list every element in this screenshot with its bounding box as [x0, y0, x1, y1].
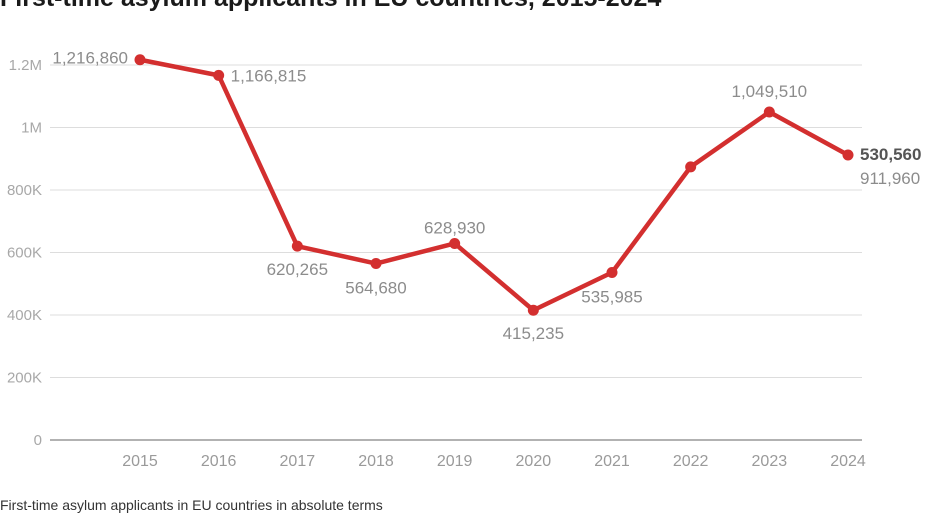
- data-point: [763, 106, 775, 118]
- x-tick-label: 2023: [752, 453, 788, 470]
- data-point: [842, 149, 854, 161]
- x-tick-label: 2019: [437, 453, 473, 470]
- data-label: 911,960: [860, 169, 920, 188]
- x-tick-label: 2021: [594, 453, 630, 470]
- data-label: 1,049,510: [732, 82, 808, 101]
- data-point: [606, 267, 618, 279]
- y-tick-label: 200K: [7, 370, 42, 387]
- data-label: 535,985: [581, 288, 642, 307]
- x-tick-label: 2017: [280, 453, 316, 470]
- data-point: [527, 304, 539, 316]
- x-tick-label: 2015: [122, 453, 158, 470]
- y-tick-label: 400K: [7, 307, 42, 324]
- series-line-path: [137, 57, 851, 313]
- x-tick-label: 2024: [830, 453, 866, 470]
- x-tick-label: 2020: [516, 453, 552, 470]
- data-label: 620,265: [267, 260, 328, 279]
- data-label: 1,166,815: [231, 66, 307, 85]
- data-point: [134, 54, 146, 66]
- data-points: [134, 54, 854, 316]
- x-tick-label: 2022: [673, 453, 709, 470]
- data-label-highlight: 530,560: [860, 145, 921, 164]
- chart-title: First-time asylum applicants in EU count…: [0, 0, 661, 13]
- data-point: [370, 258, 382, 270]
- data-point: [685, 161, 697, 173]
- data-label: 628,930: [424, 218, 485, 237]
- data-point: [291, 240, 303, 252]
- y-tick-label: 1.2M: [9, 57, 42, 74]
- x-tick-label: 2016: [201, 453, 237, 470]
- x-tick-label: 2018: [358, 453, 394, 470]
- y-axis-ticks: 0 200K 400K 600K 800K 1M 1.2M: [7, 57, 42, 449]
- series-line: [137, 57, 851, 313]
- data-labels: 1,216,860 1,166,815 620,265 564,680 628,930 4…: [52, 49, 921, 344]
- y-tick-label: 600K: [7, 245, 42, 262]
- data-label: 415,235: [503, 324, 564, 343]
- y-tick-label: 1M: [21, 120, 42, 137]
- chart-caption: First-time asylum applicants in EU count…: [0, 497, 383, 513]
- x-axis-ticks: 2015 2016 2017 2018 2019 2020 2021 2022 2023 2024: [122, 453, 866, 470]
- data-label: 1,216,860: [52, 49, 128, 68]
- data-point: [449, 237, 461, 249]
- data-label: 564,680: [345, 279, 406, 298]
- data-point: [213, 69, 225, 81]
- y-tick-label: 0: [34, 432, 42, 449]
- y-tick-label: 800K: [7, 182, 42, 199]
- gridlines: [50, 64, 862, 378]
